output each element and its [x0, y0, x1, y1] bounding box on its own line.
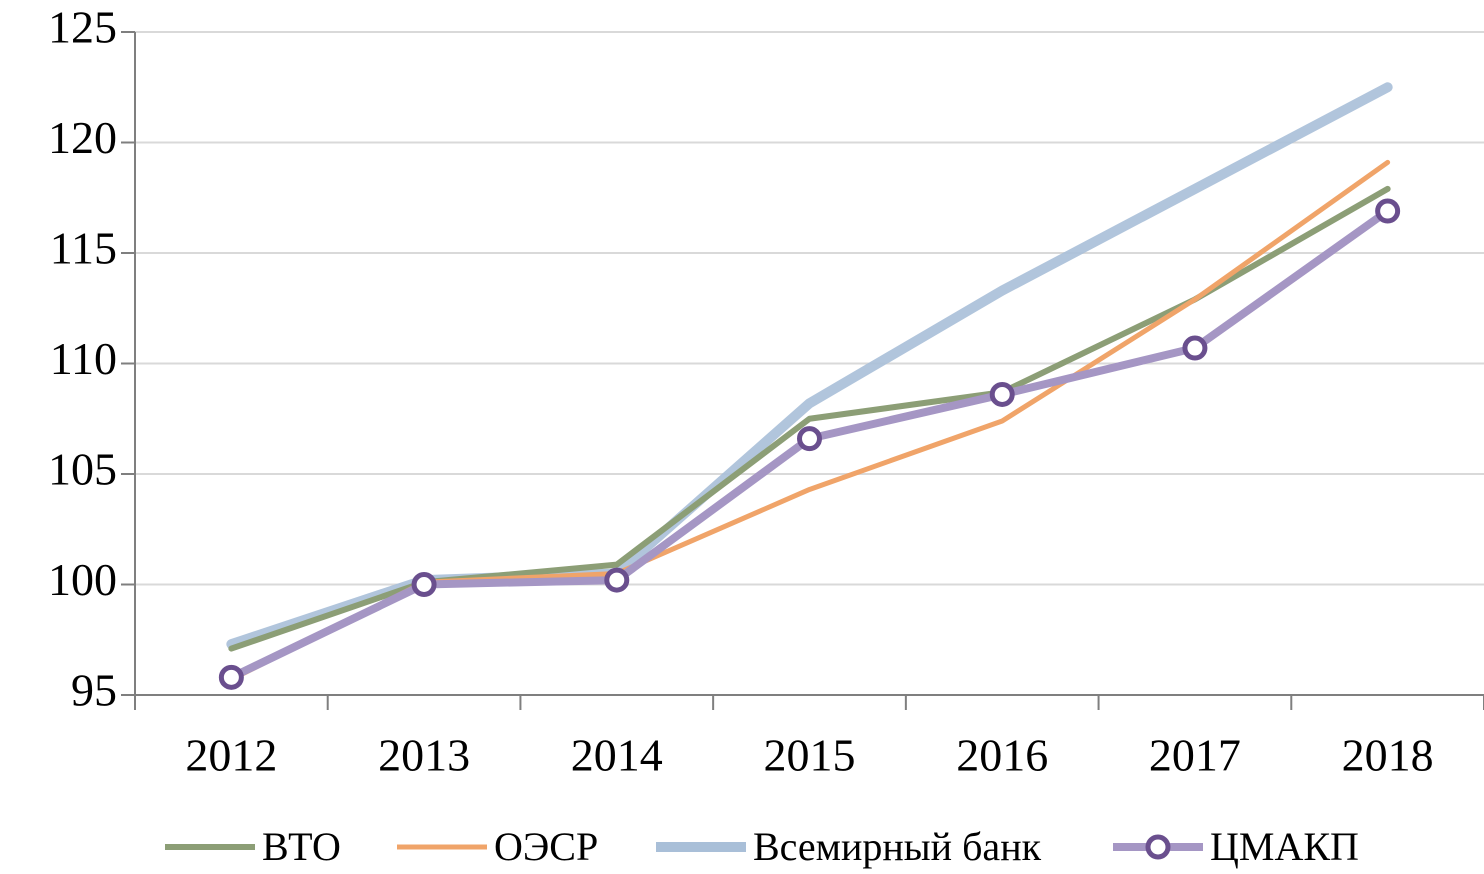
x-tick-label: 2014 — [571, 730, 663, 781]
y-tick-label: 120 — [48, 112, 117, 163]
legend-label: ВТО — [262, 824, 341, 869]
x-tick-label: 2015 — [764, 730, 856, 781]
x-tick-label: 2016 — [956, 730, 1048, 781]
series-line — [226, 82, 1393, 650]
y-tick-label: 100 — [48, 554, 117, 605]
legend-label: ОЭСР — [494, 824, 598, 869]
y-tick-label: 95 — [71, 665, 117, 716]
series-marker — [1375, 198, 1401, 224]
series-marker — [411, 572, 437, 597]
series-marker — [218, 664, 244, 690]
x-tick-label: 2012 — [185, 730, 277, 781]
y-tick-label: 115 — [50, 223, 117, 274]
legend-label: Всемирный банк — [753, 824, 1042, 869]
series-line — [228, 185, 1391, 652]
x-tick-label: 2018 — [1342, 730, 1434, 781]
y-tick-label: 125 — [48, 2, 117, 53]
x-tick-label: 2017 — [1149, 730, 1241, 781]
series-marker — [1182, 335, 1208, 361]
series-marker — [797, 426, 822, 452]
x-tick-label: 2013 — [378, 730, 470, 781]
legend-marker — [1145, 834, 1171, 860]
series-marker — [604, 567, 630, 593]
y-tick-label: 105 — [48, 444, 117, 495]
y-tick-label: 110 — [50, 333, 117, 384]
legend-label: ЦМАКП — [1210, 824, 1359, 869]
series-marker — [989, 381, 1015, 407]
